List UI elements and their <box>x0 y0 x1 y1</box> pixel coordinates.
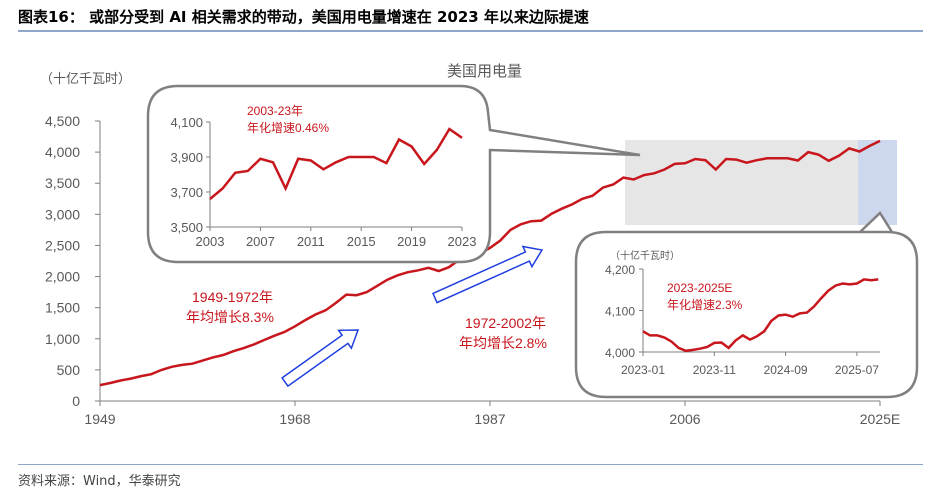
inset1-annotation-period: 2003-23年 <box>247 104 303 118</box>
inset2-y-tick-label: 4,000 <box>605 346 635 360</box>
annotation-growth: 年均增长2.8% <box>459 335 547 351</box>
chart-title: 美国用电量 <box>447 63 522 80</box>
y-tick-label: 4,500 <box>45 113 80 129</box>
inset1-y-tick-label: 4,100 <box>170 115 203 130</box>
x-tick-label: 1949 <box>84 411 115 427</box>
y-axis-unit: （十亿千瓦时） <box>40 71 131 86</box>
annotation-period: 1972-2002年 <box>465 315 546 331</box>
y-tick-label: 3,000 <box>45 206 80 222</box>
y-tick-label: 0 <box>72 393 80 409</box>
inset1-annotation-growth: 年化增速0.46% <box>247 121 329 135</box>
shade-2003-2023 <box>625 140 858 225</box>
y-tick-label: 4,000 <box>45 144 80 160</box>
series-line-inset1 <box>209 127 463 200</box>
annotation-period: 1949-1972年 <box>192 289 273 305</box>
inset1-x-tick-label: 2007 <box>246 234 275 249</box>
source-note: 资料来源：Wind，华泰研究 <box>18 474 181 489</box>
inset1-x-tick-label: 2023 <box>448 234 477 249</box>
x-tick-label: 2006 <box>669 411 700 427</box>
y-tick-label: 500 <box>57 362 81 378</box>
source-divider <box>18 464 923 465</box>
y-tick-label: 1,500 <box>45 300 80 316</box>
growth-arrow-icon <box>281 329 360 388</box>
y-tick-label: 3,500 <box>45 175 80 191</box>
inset2-y-tick-label: 4,200 <box>605 263 635 277</box>
inset1-x-tick-label: 2011 <box>297 234 325 249</box>
annotation-growth: 年均增长8.3% <box>186 309 274 325</box>
inset2-annotation-period: 2023-2025E <box>667 281 732 295</box>
inset1-x-tick-label: 2019 <box>397 234 426 249</box>
inset2-x-tick-label: 2025-07 <box>835 363 879 377</box>
y-tick-label: 1,000 <box>45 331 80 347</box>
inset2-x-tick-label: 2023-01 <box>621 363 665 377</box>
inset2-x-tick-label: 2023-11 <box>693 363 736 377</box>
inset1-y-tick-label: 3,700 <box>170 185 203 200</box>
title-divider <box>18 30 923 32</box>
inset1-x-tick-label: 2015 <box>347 234 376 249</box>
growth-arrow-icon <box>432 245 544 304</box>
y-tick-label: 2,500 <box>45 237 80 253</box>
inset1-x-tick-label: 2003 <box>196 234 225 249</box>
callout-box-2003-2023 <box>146 84 641 264</box>
shade-2023-2025 <box>858 140 897 225</box>
series-line-main <box>99 139 881 387</box>
x-tick-label: 1968 <box>279 411 310 427</box>
inset2-y-axis-unit: （十亿千瓦时） <box>610 249 680 262</box>
series-line-inset2 <box>642 278 879 353</box>
chart: 0 500 1,000 1,500 2,000 2,500 3,000 3,500 4,000 4… <box>40 63 919 427</box>
inset2-x-tick-label: 2024-09 <box>764 363 808 377</box>
inset2-y-tick-label: 4,100 <box>605 305 635 319</box>
inset1-y-tick-label: 3,500 <box>170 220 203 235</box>
inset2-annotation-growth: 年化增速2.3% <box>667 298 743 312</box>
callout-box-2023-2025 <box>574 211 919 399</box>
x-tick-label: 1987 <box>474 411 505 427</box>
figure-title: 图表16： 或部分受到 AI 相关需求的带动，美国用电量增速在 2023 年以来… <box>18 8 589 26</box>
x-tick-label: 2025E <box>860 411 900 427</box>
inset1-y-tick-label: 3,900 <box>170 150 203 165</box>
y-tick-label: 2,000 <box>45 269 80 285</box>
